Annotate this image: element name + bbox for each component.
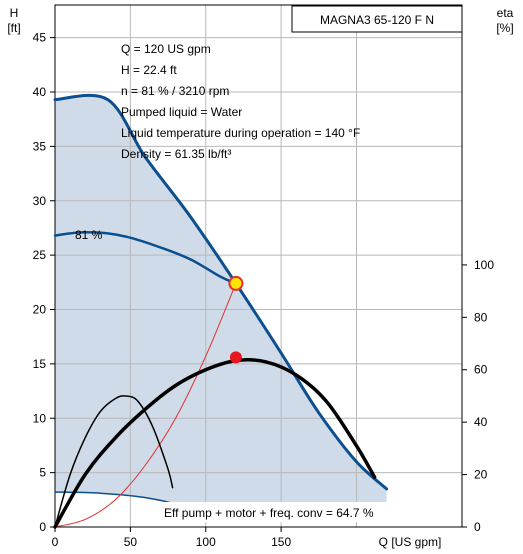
series-line	[53, 231, 238, 285]
y-right-tick-label: 0	[474, 520, 481, 534]
y-left-unit: [ft]	[7, 21, 20, 35]
info-line-h: H = 22.4 ft	[121, 63, 177, 77]
x-axis-label: Q [US gpm]	[379, 535, 442, 549]
plot-frame	[54, 4, 463, 528]
y-right-tick-label: 40	[474, 415, 488, 429]
y-right-label: eta	[497, 6, 514, 20]
y-right-tick-label: 80	[474, 310, 488, 324]
y-left-tick-label: 20	[33, 303, 47, 317]
y-left-label: H	[10, 6, 19, 20]
y-left-tick-label: 10	[33, 411, 47, 425]
x-tick-label: 100	[196, 535, 216, 549]
x-tick-label: 150	[271, 535, 291, 549]
operating-area	[55, 95, 387, 520]
info-line-temperature: Liquid temperature during operation = 14…	[121, 126, 360, 140]
info-line-density: Density = 61.35 lb/ft³	[121, 147, 231, 161]
chart-title: MAGNA3 65-120 F N	[320, 13, 434, 27]
y-right-axis-ticks: 0 20 40 60 80 100	[462, 258, 494, 534]
x-axis-ticks: 0 50 100 150	[52, 527, 291, 549]
y-left-tick-label: 45	[33, 31, 47, 45]
y-right-unit: [%]	[496, 21, 513, 35]
y-right-tick-label: 60	[474, 363, 488, 377]
y-right-tick-label: 100	[474, 258, 494, 272]
y-left-tick-label: 5	[39, 466, 46, 480]
info-block: Q = 120 US gpm H = 22.4 ft n = 81 % / 32…	[121, 42, 360, 161]
y-left-tick-label: 35	[33, 139, 47, 153]
y-left-tick-label: 15	[33, 357, 47, 371]
x-tick-label: 0	[52, 535, 59, 549]
efficiency-point-marker	[229, 351, 242, 364]
grid	[55, 5, 462, 527]
eff-label: Eff pump + motor + freq. conv = 64.7 %	[164, 506, 374, 520]
info-line-n: n = 81 % / 3210 rpm	[121, 84, 229, 98]
operating-area-fill	[55, 95, 387, 520]
speed-label: 81 %	[75, 228, 103, 242]
y-left-tick-label: 40	[33, 85, 47, 99]
info-line-liquid: Pumped liquid = Water	[121, 105, 242, 119]
x-tick-label: 50	[124, 535, 138, 549]
y-left-tick-label: 0	[39, 520, 46, 534]
info-line-q: Q = 120 US gpm	[121, 42, 211, 56]
series-line	[53, 358, 377, 529]
y-left-tick-label: 25	[33, 248, 47, 262]
y-left-tick-label: 30	[33, 194, 47, 208]
title-box	[291, 5, 463, 33]
duty-point-marker	[228, 275, 244, 291]
series-line	[54, 395, 174, 528]
y-right-tick-label: 20	[474, 468, 488, 482]
points-group	[228, 275, 244, 364]
eff-label-bg	[160, 502, 450, 522]
y-left-axis-ticks: 0 5 10 15 20 25 30 35 40 45	[33, 31, 55, 534]
series-line	[54, 282, 237, 528]
